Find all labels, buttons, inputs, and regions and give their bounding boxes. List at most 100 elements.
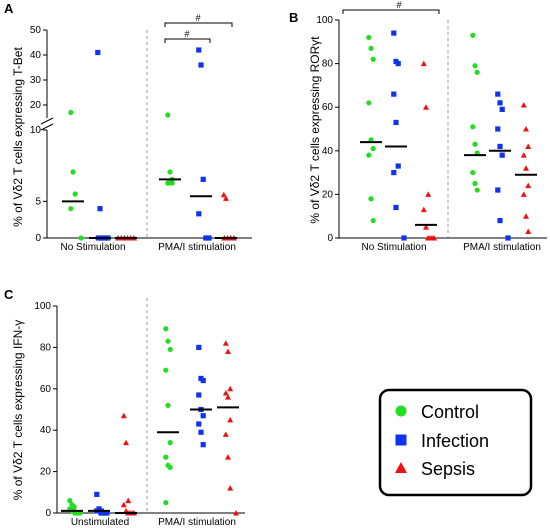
control-point: [470, 32, 476, 38]
panel-a-marks: [62, 47, 237, 241]
control-point: [470, 170, 476, 176]
control-point: [470, 124, 476, 130]
x-category-label: PMA/I stimulation: [158, 242, 236, 253]
y-tick-label: 50: [30, 25, 42, 36]
infection-point: [104, 510, 110, 516]
sepsis-point: [222, 389, 229, 396]
sepsis-point: [227, 385, 234, 392]
x-category-label: Unstimulated: [71, 517, 129, 528]
infection-point: [395, 163, 401, 169]
sepsis-point: [520, 191, 527, 197]
sepsis-point: [222, 340, 229, 346]
y-tick-label: 100: [316, 15, 333, 26]
axis-break-mark: [40, 117, 54, 131]
panel-a-label: A: [4, 1, 14, 16]
control-point: [472, 141, 478, 147]
y-tick-label: 20: [40, 467, 52, 478]
legend: Control Infection Sepsis: [378, 388, 533, 497]
sepsis-point: [525, 182, 532, 189]
infection-point: [196, 392, 202, 398]
control-point: [366, 152, 372, 158]
y-tick-label: 100: [34, 301, 51, 312]
infection-point: [393, 204, 399, 211]
sepsis-point: [423, 104, 429, 110]
y-tick-label: 20: [30, 100, 42, 111]
control-point: [370, 217, 376, 224]
control-point: [70, 169, 76, 175]
control-point: [167, 169, 173, 175]
y-tick-label: 10: [30, 125, 42, 136]
infection-point: [95, 49, 101, 56]
sepsis-point: [431, 235, 437, 241]
control-point: [472, 180, 478, 187]
y-tick-label: 40: [40, 425, 52, 436]
infection-point: [391, 30, 397, 36]
infection-point: [497, 217, 503, 224]
control-point: [474, 187, 480, 193]
infection-point: [401, 235, 407, 241]
infection-point: [203, 235, 209, 241]
control-point: [165, 112, 171, 118]
panel-b-axes: 0 20 40 60 80 100 No Stimulation PMA/I stimulat…: [316, 0, 547, 253]
control-point: [78, 235, 84, 241]
panel-b-ylabel: % of Vδ2 T cells expressing RORγt: [308, 36, 322, 224]
significance-bracket: [164, 38, 211, 43]
infection-point: [393, 119, 399, 126]
control-point: [474, 69, 480, 75]
significance-bracket: [342, 9, 440, 14]
control-point: [366, 34, 372, 41]
sepsis-point: [525, 143, 532, 149]
infection-point: [395, 61, 401, 67]
legend-sepsis-marker: [395, 462, 407, 473]
y-tick-label: 60: [40, 384, 52, 395]
control-point: [370, 146, 376, 152]
legend-sepsis-label: Sepsis: [421, 459, 475, 479]
control-point: [68, 206, 74, 212]
control-point: [68, 109, 74, 116]
sepsis-point: [523, 126, 529, 132]
y-tick-label: 0: [327, 233, 333, 244]
panel-c-marks: [61, 326, 239, 516]
infection-point: [495, 91, 501, 97]
control-point: [165, 402, 171, 408]
control-point: [370, 56, 376, 62]
control-point: [72, 191, 78, 197]
panel-a-ylabel: % of Vδ2 T cells expressing T-Bet: [11, 47, 25, 227]
sepsis-point: [225, 394, 231, 400]
control-point: [169, 180, 175, 186]
y-tick-label: 20: [322, 189, 334, 200]
control-point: [163, 500, 169, 506]
y-tick-label: 40: [322, 146, 334, 157]
sepsis-point: [120, 412, 127, 419]
infection-point: [200, 377, 206, 384]
infection-point: [497, 143, 503, 150]
infection-point: [391, 170, 397, 176]
sepsis-point: [225, 454, 231, 460]
infection-point: [495, 187, 501, 193]
sepsis-point: [423, 224, 429, 230]
sepsis-point: [223, 195, 229, 201]
sepsis-point: [123, 439, 129, 446]
y-tick-label: 80: [322, 59, 334, 70]
legend-box: [378, 388, 533, 497]
control-point: [163, 367, 169, 373]
legend-control-label: Control: [421, 402, 479, 422]
panel-a-axes: 0 5 10 20 30 40 50 No Stimulation PMA/I stimulat…: [30, 13, 252, 253]
sepsis-point: [520, 102, 527, 108]
y-tick-label: 0: [45, 508, 51, 519]
sepsis-point: [227, 416, 234, 423]
sepsis-point: [120, 501, 127, 508]
infection-point: [206, 235, 212, 241]
sepsis-point: [233, 510, 239, 516]
infection-point: [94, 491, 100, 497]
significance-mark: #: [396, 0, 401, 10]
y-tick-label: 30: [30, 75, 42, 86]
control-point: [368, 45, 374, 51]
sepsis-point: [420, 60, 427, 67]
sepsis-point: [523, 165, 529, 171]
significance-mark: #: [195, 13, 200, 23]
sepsis-point: [525, 228, 532, 234]
control-point: [165, 338, 171, 344]
infection-point: [499, 152, 505, 158]
